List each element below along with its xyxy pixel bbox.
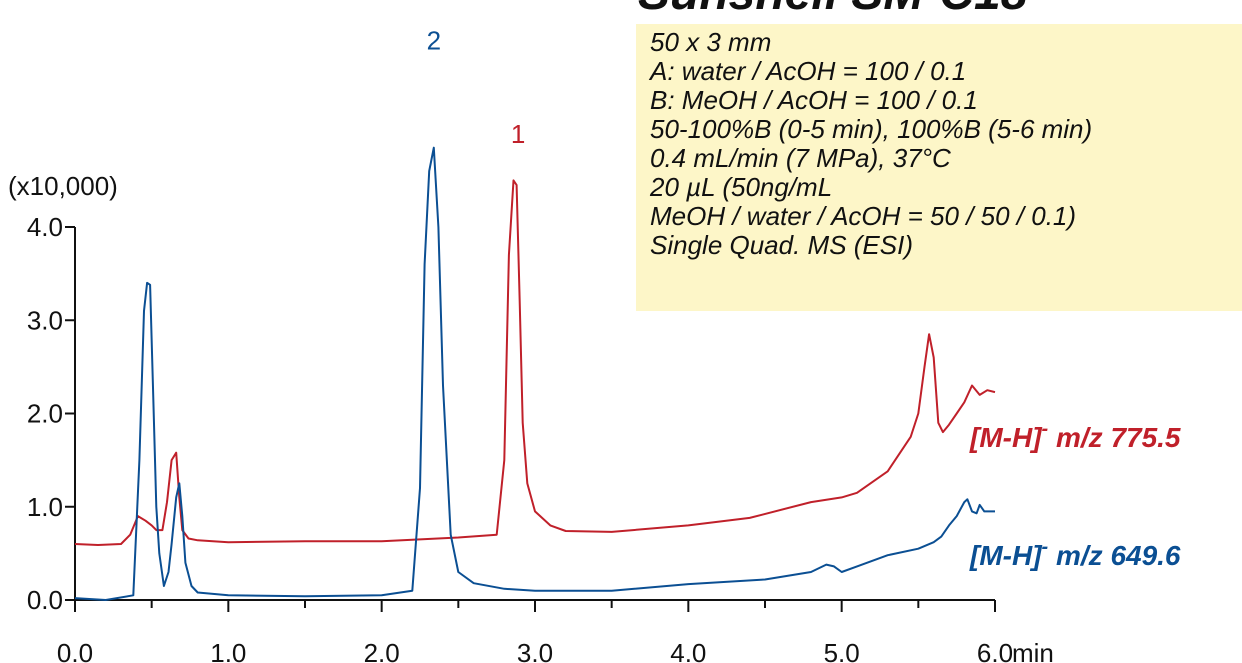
series-label-main: [M-H]: [969, 540, 1043, 571]
series-label-tail: m/z 775.5: [1048, 422, 1181, 453]
series-label-sup: -: [1042, 536, 1049, 558]
x-tick-label: 2.0: [364, 638, 400, 663]
y-tick-label: 2.0: [27, 399, 63, 429]
condition-line: A: water / AcOH = 100 / 0.1: [650, 56, 967, 86]
x-tick-label: 0.0: [57, 638, 93, 663]
condition-line: 20 µL (50ng/mL: [650, 172, 833, 202]
x-tick-label: 1.0: [210, 638, 246, 663]
y-tick-label: 0.0: [27, 585, 63, 615]
condition-line: B: MeOH / AcOH = 100 / 0.1: [650, 85, 978, 115]
condition-line: 0.4 mL/min (7 MPa), 37°C: [650, 143, 951, 173]
y-axis-label: (x10,000): [8, 171, 118, 201]
series-label-tail: m/z 649.6: [1048, 540, 1181, 571]
series-label-mz-775: [M-H]- m/z 775.5: [969, 418, 1181, 453]
series-label-main: [M-H]: [969, 422, 1043, 453]
peak-labels: 21: [427, 26, 526, 149]
x-tick-label: 5.0: [824, 638, 860, 663]
x-axis-label: min: [1012, 638, 1054, 663]
series-line-mz-775: [74, 179, 996, 546]
x-tick-label: 6.0: [977, 638, 1013, 663]
x-tick-label: 4.0: [670, 638, 706, 663]
series-lines: [74, 146, 996, 601]
y-tick-label: 1.0: [27, 492, 63, 522]
series-labels: [M-H]- m/z 775.5 [M-H]- m/z 649.6: [969, 418, 1181, 571]
series-line-mz-649: [74, 146, 995, 601]
peak-label: 1: [511, 119, 525, 149]
condition-line: 50-100%B (0-5 min), 100%B (5-6 min): [650, 114, 1093, 144]
y-tick-label: 4.0: [27, 212, 63, 242]
y-tick-label: 3.0: [27, 305, 63, 335]
condition-line: Single Quad. MS (ESI): [650, 230, 913, 260]
column-title: Sunshell SM-C18: [638, 0, 1027, 18]
x-ticks: 0.0 1.0 2.0 3.0 4.0 5.0 6.0: [57, 600, 1013, 663]
conditions-box: 50 x 3 mm A: water / AcOH = 100 / 0.1 B: M…: [636, 24, 1242, 311]
y-ticks: 0.0 1.0 2.0 3.0 4.0: [27, 212, 75, 615]
condition-line: 50 x 3 mm: [650, 27, 772, 57]
series-label-sup: -: [1042, 418, 1049, 440]
condition-line: MeOH / water / AcOH = 50 / 50 / 0.1): [650, 201, 1077, 231]
x-tick-label: 3.0: [517, 638, 553, 663]
peak-label: 2: [427, 26, 441, 56]
series-label-mz-649: [M-H]- m/z 649.6: [969, 536, 1181, 571]
